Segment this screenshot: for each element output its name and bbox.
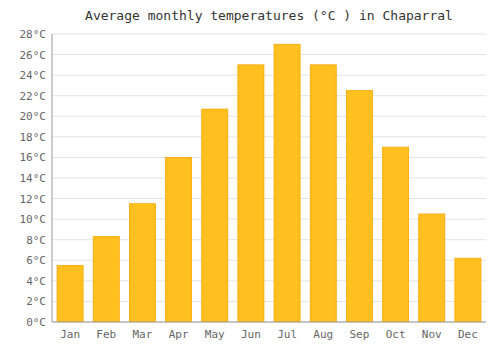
x-tick-label: Jan: [60, 328, 80, 341]
y-tick-label: 20°C: [20, 110, 47, 123]
y-tick-label: 6°C: [26, 254, 46, 267]
bar: [57, 265, 83, 322]
x-axis: Jan Feb Mar Apr May Jun Jul Aug Sep Oct Nov Dec: [60, 328, 478, 341]
bar: [419, 214, 445, 322]
grid-line: [52, 178, 486, 179]
grid: [52, 34, 486, 322]
grid-line: [52, 116, 486, 117]
grid-line: [52, 54, 486, 55]
x-tick-label: Jun: [241, 328, 261, 341]
chart-container: Average monthly temperatures (°C ) in Ch…: [0, 0, 500, 350]
bar: [346, 91, 372, 322]
chart-title: Average monthly temperatures (°C ) in Ch…: [85, 8, 453, 23]
grid-line: [52, 95, 486, 96]
bar: [238, 65, 264, 322]
bar: [166, 157, 192, 322]
y-tick-label: 24°C: [20, 69, 47, 82]
bar: [455, 258, 481, 322]
grid-line: [52, 157, 486, 158]
x-tick-label: Aug: [313, 328, 333, 341]
y-tick-label: 12°C: [20, 193, 47, 206]
y-tick-label: 10°C: [20, 213, 47, 226]
y-tick-label: 18°C: [20, 131, 47, 144]
grid-line: [52, 75, 486, 76]
x-tick-label: Mar: [132, 328, 152, 341]
grid-line: [52, 322, 486, 323]
y-tick-label: 26°C: [20, 49, 47, 62]
y-tick-label: 28°C: [20, 28, 47, 41]
chart-svg: Average monthly temperatures (°C ) in Ch…: [0, 0, 500, 350]
x-tick-label: Jul: [277, 328, 297, 341]
x-axis-line: [52, 322, 486, 323]
bar: [93, 237, 119, 322]
y-tick-label: 16°C: [20, 151, 47, 164]
x-tick-label: Feb: [96, 328, 116, 341]
bar: [310, 65, 336, 322]
x-tick-label: Apr: [169, 328, 189, 341]
y-axis: 0°C 2°C 4°C 6°C 8°C 10°C 12°C 14°C 16°C 18°C 20°C 2…: [20, 28, 47, 329]
bar: [129, 204, 155, 322]
bar: [383, 147, 409, 322]
x-tick-label: Dec: [458, 328, 478, 341]
y-tick-label: 2°C: [26, 295, 46, 308]
x-tick-label: Nov: [422, 328, 442, 341]
y-axis-line: [52, 34, 53, 322]
y-tick-label: 8°C: [26, 234, 46, 247]
grid-line: [52, 34, 486, 35]
bar: [202, 109, 228, 322]
x-tick-label: Sep: [349, 328, 369, 341]
grid-line: [52, 136, 486, 137]
bars: [57, 44, 481, 322]
bar: [274, 44, 300, 322]
y-tick-label: 4°C: [26, 275, 46, 288]
y-tick-label: 0°C: [26, 316, 46, 329]
x-tick-label: May: [205, 328, 225, 341]
x-tick-label: Oct: [386, 328, 406, 341]
grid-line: [52, 198, 486, 199]
y-tick-label: 22°C: [20, 90, 47, 103]
y-tick-label: 14°C: [20, 172, 47, 185]
